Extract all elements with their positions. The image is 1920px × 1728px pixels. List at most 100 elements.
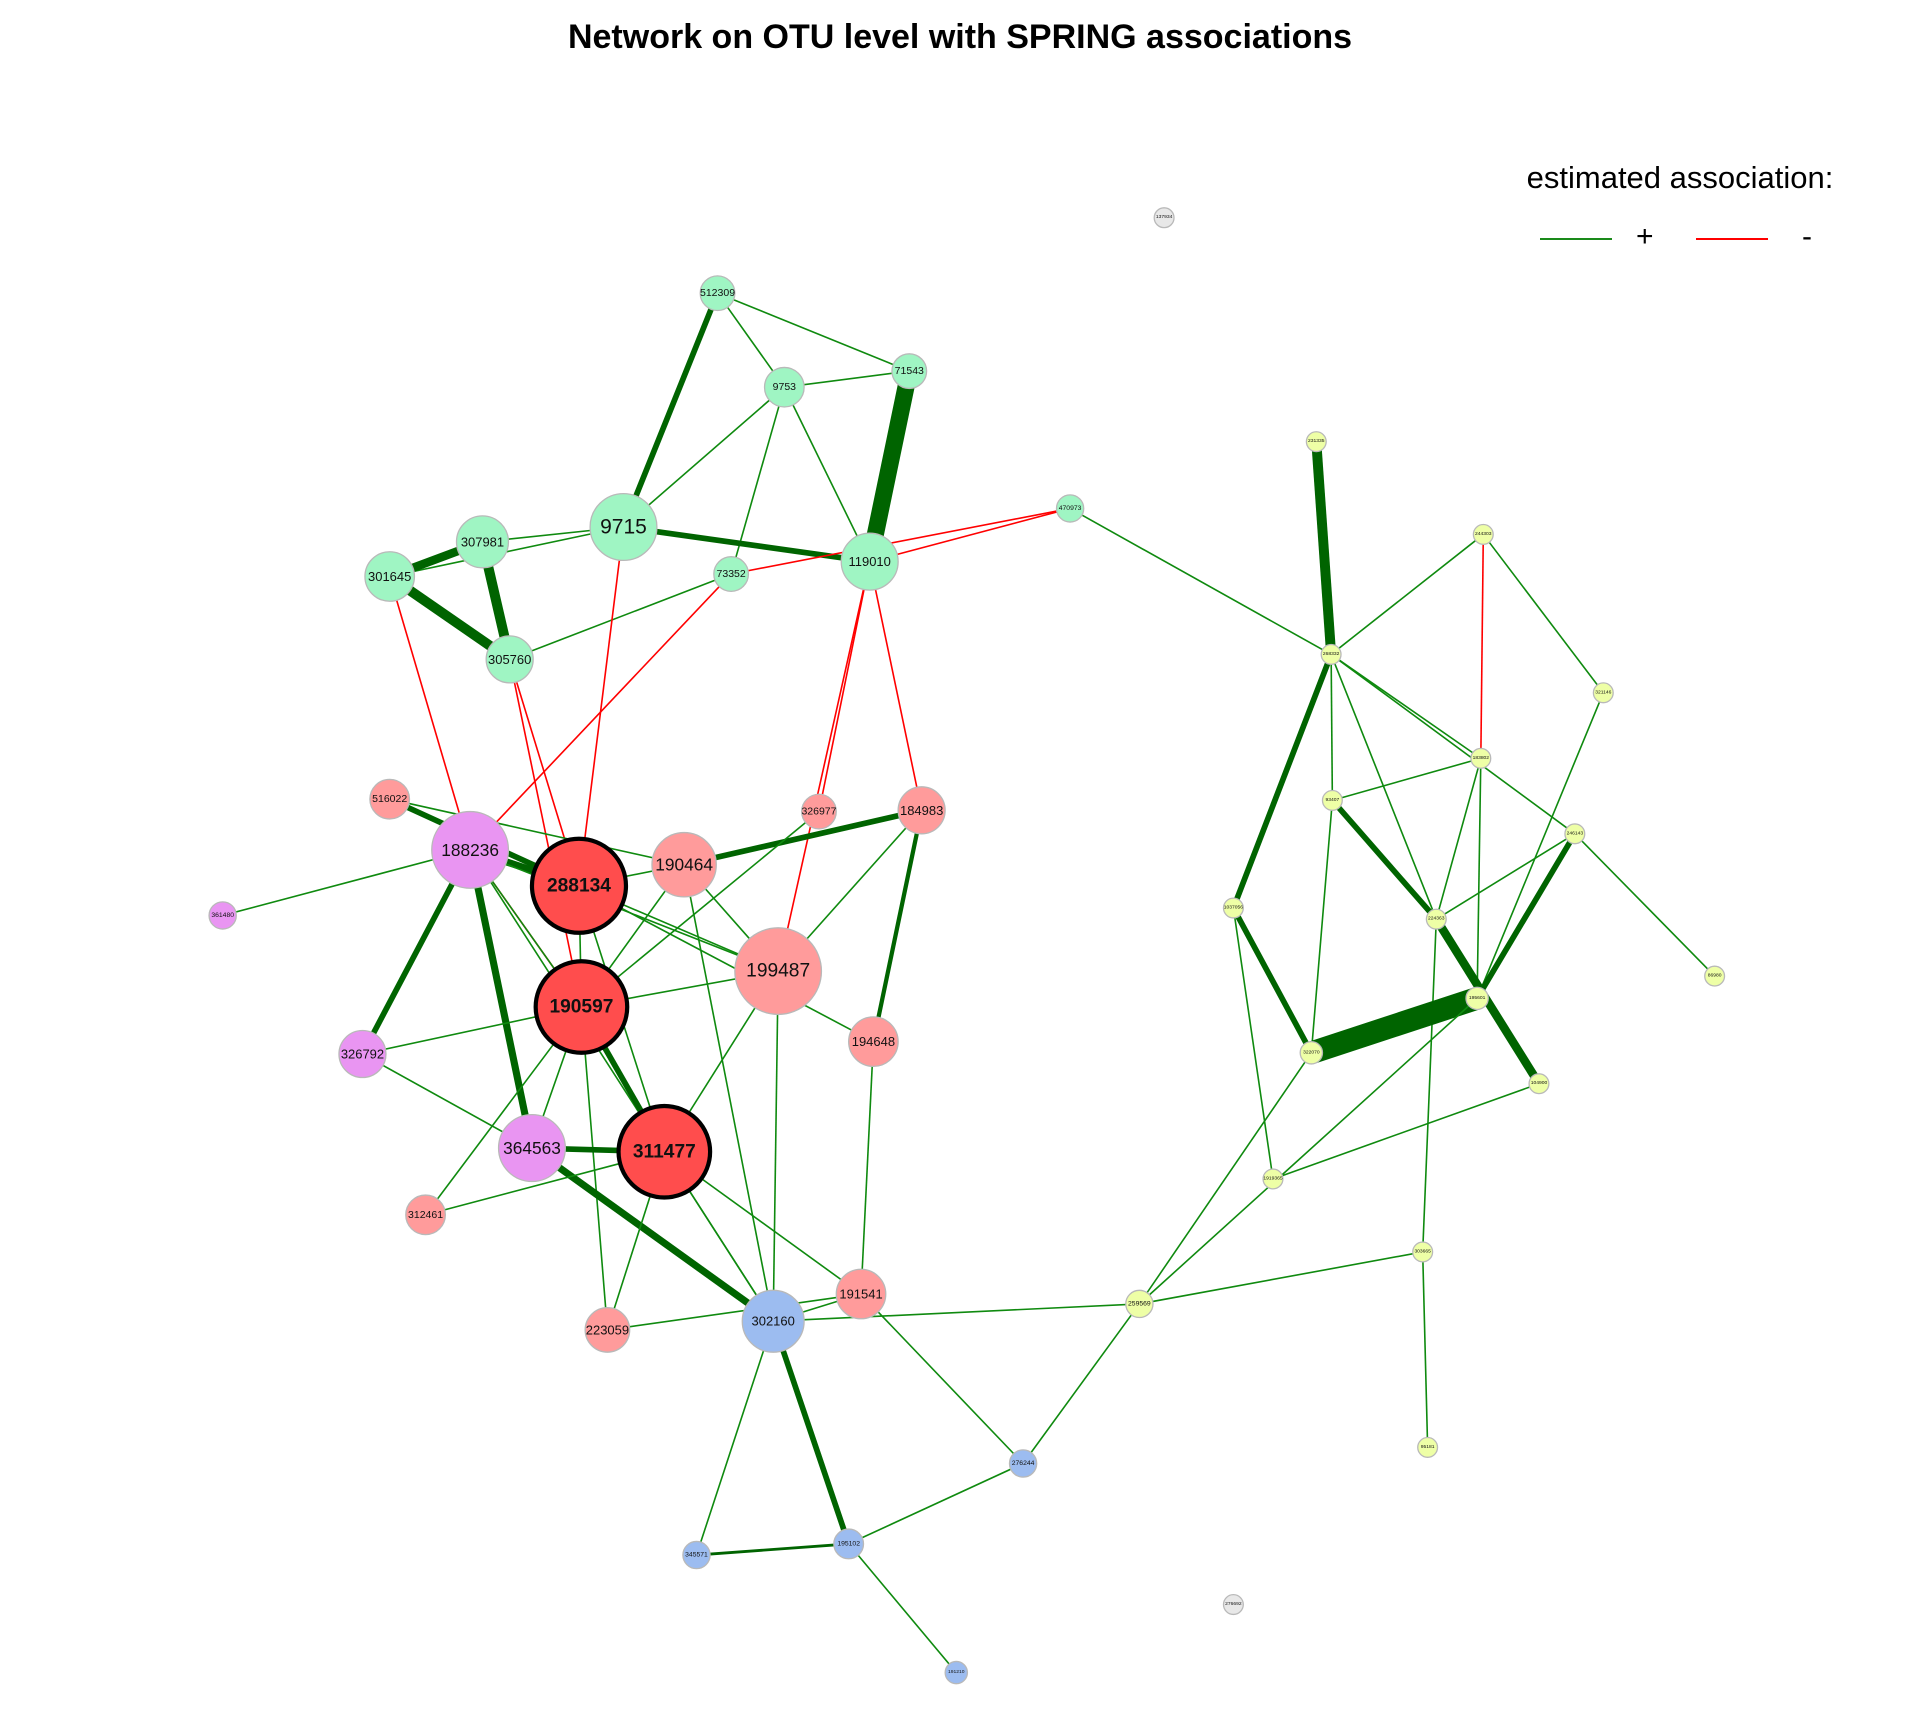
edge-194648-191541 xyxy=(860,1041,875,1295)
edge-183802-93407 xyxy=(1332,757,1482,802)
node-label: 326792 xyxy=(341,1047,384,1062)
edge-303665-259569 xyxy=(1139,1251,1423,1305)
edge-246143-86980 xyxy=(1574,833,1716,977)
edge-268332-224363 xyxy=(1330,654,1438,920)
node-label: 184983 xyxy=(900,803,943,818)
edge-71543-119010 xyxy=(861,369,918,564)
node-119010: 119010 xyxy=(840,532,899,591)
node-195102: 195102 xyxy=(833,1528,865,1560)
node-circle xyxy=(835,1268,887,1320)
node-183802: 183802 xyxy=(1470,747,1492,769)
edge-188236-361480 xyxy=(222,849,471,917)
node-label: 73352 xyxy=(717,568,746,580)
node-circle xyxy=(497,1113,567,1183)
node-191210: 191210 xyxy=(944,1660,969,1685)
node-circle xyxy=(533,959,630,1055)
edge-268332-246143 xyxy=(1330,653,1576,835)
node-circle xyxy=(1305,431,1327,453)
legend-positive-line xyxy=(1540,238,1612,240)
node-label: 190597 xyxy=(549,997,613,1018)
edge-190464-302160 xyxy=(683,864,774,1322)
node-label: 9753 xyxy=(773,381,797,393)
node-circle xyxy=(713,556,750,592)
node-label: 223059 xyxy=(586,1322,629,1337)
edge-188236-364563 xyxy=(466,849,536,1149)
edge-73352-188236 xyxy=(469,573,732,851)
edge-190464-184983 xyxy=(683,807,923,868)
node-73352: 73352 xyxy=(713,556,750,592)
node-9753: 9753 xyxy=(763,366,805,408)
node-95181: 95181 xyxy=(1417,1436,1439,1458)
node-circle xyxy=(364,551,416,602)
edge-512309-71543 xyxy=(717,292,910,372)
node-345571: 345571 xyxy=(682,1540,711,1570)
node-circle xyxy=(589,492,658,562)
node-301645: 301645 xyxy=(364,551,416,602)
edge-9753-9715 xyxy=(622,386,785,528)
node-circle xyxy=(1704,965,1726,987)
node-circle xyxy=(1299,1040,1324,1065)
node-label: 190464 xyxy=(655,855,713,875)
node-label: 188236 xyxy=(441,840,499,860)
edge-119010-184983 xyxy=(868,561,923,811)
edge-190597-223059 xyxy=(580,1006,609,1330)
node-circle xyxy=(741,1289,805,1353)
node-326977: 326977 xyxy=(800,793,837,830)
node-label: 322070 xyxy=(1303,1049,1320,1055)
node-circle xyxy=(455,515,510,569)
node-label: 191210 xyxy=(948,1669,965,1675)
node-label: 288134 xyxy=(547,875,611,896)
node-circle xyxy=(584,1306,631,1353)
node-label: 231335 xyxy=(1308,438,1325,444)
node-circle xyxy=(897,786,946,835)
edge-1037056-1919365 xyxy=(1232,907,1274,1180)
node-516022: 516022 xyxy=(369,778,411,820)
node-circle xyxy=(1417,1436,1439,1458)
node-circle xyxy=(1472,523,1494,545)
node-71543: 71543 xyxy=(891,353,928,390)
edge-288134-194648 xyxy=(578,885,874,1043)
node-label: 276244 xyxy=(1012,1460,1035,1467)
node-circle xyxy=(1425,908,1447,930)
edge-301645-188236 xyxy=(388,576,471,851)
node-label: 1919365 xyxy=(1263,1175,1282,1181)
edge-93407-322070 xyxy=(1310,800,1334,1053)
node-circle xyxy=(840,532,899,591)
node-circle xyxy=(848,1016,899,1068)
node-311477: 311477 xyxy=(616,1103,713,1200)
node-470973: 470973 xyxy=(1055,494,1085,523)
node-label: 305760 xyxy=(488,652,531,667)
node-label: 470973 xyxy=(1059,505,1082,512)
node-label: 194648 xyxy=(852,1034,895,1049)
edge-302160-345571 xyxy=(695,1320,774,1556)
edge-199487-302160 xyxy=(772,971,779,1322)
node-circle xyxy=(405,1194,447,1236)
node-305760: 305760 xyxy=(485,635,534,684)
node-9715: 9715 xyxy=(589,492,658,562)
edge-195102-276244 xyxy=(848,1462,1024,1545)
edge-73352-305760 xyxy=(509,573,732,661)
edge-321146-195601 xyxy=(1476,692,1605,999)
node-circle xyxy=(1262,1168,1284,1190)
node-label: 312461 xyxy=(408,1209,443,1221)
edge-195102-191210 xyxy=(848,1543,957,1674)
edge-322070-195601 xyxy=(1307,987,1481,1064)
node-303665: 303665 xyxy=(1412,1241,1434,1263)
edge-516022-190464 xyxy=(389,798,685,866)
node-322070: 322070 xyxy=(1299,1040,1324,1065)
node-circle xyxy=(891,353,928,390)
node-259569: 259569 xyxy=(1125,1289,1154,1319)
node-circle xyxy=(208,901,237,930)
node-circle xyxy=(682,1540,711,1570)
node-label: 361480 xyxy=(211,912,234,919)
node-512309: 512309 xyxy=(699,275,736,312)
edge-244303-321146 xyxy=(1482,533,1604,694)
legend-negative-symbol: - xyxy=(1802,220,1812,253)
node-label: 301645 xyxy=(368,569,411,584)
node-circle xyxy=(763,366,805,408)
node-190464: 190464 xyxy=(651,831,717,898)
node-circle xyxy=(1222,897,1244,919)
node-circle xyxy=(800,793,837,830)
edge-512309-9715 xyxy=(620,292,721,529)
node-label: 191541 xyxy=(839,1287,882,1302)
